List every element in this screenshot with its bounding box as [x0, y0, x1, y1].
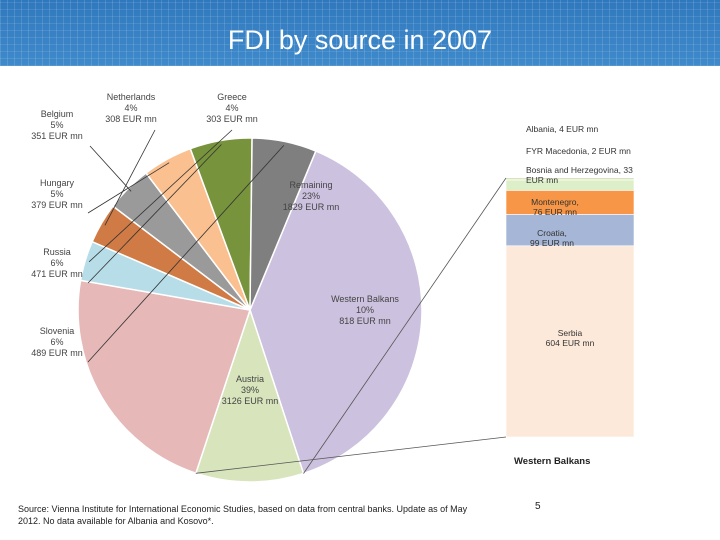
connector-top	[303, 177, 507, 474]
pie-label-netherlands: Netherlands 4% 308 EUR mn	[105, 92, 157, 124]
leader-line-hungary	[87, 162, 170, 214]
leader-line-belgium	[89, 145, 132, 192]
pie-label-remaining: Remaining 23% 1829 EUR mn	[283, 180, 340, 212]
source-note: Source: Vienna Institute for Internation…	[18, 504, 468, 526]
pie-label-russia: Russia 6% 471 EUR mn	[31, 247, 83, 279]
pie-slice-austria	[249, 150, 423, 475]
pie-slice-remaining	[77, 279, 251, 475]
leader-line-netherlands	[104, 129, 156, 226]
page-number: 5	[535, 501, 541, 512]
bar-label-fyr-macedonia: FYR Macedonia, 2 EUR mn	[526, 146, 631, 156]
pie-slice-slovenia	[249, 137, 317, 311]
pie-label-western-balkans: Western Balkans 10% 818 EUR mn	[331, 294, 399, 326]
pie-label-austria: Austria 39% 3126 EUR mn	[222, 374, 279, 406]
bar-label-serbia: Serbia 604 EUR mn	[546, 328, 595, 348]
pie-label-greece: Greece 4% 303 EUR mn	[206, 92, 258, 124]
pie-label-belgium: Belgium 5% 351 EUR mn	[31, 109, 83, 141]
leader-line-greece	[88, 129, 233, 263]
bar-segment-serbia	[505, 245, 635, 438]
pie-slice-western-balkans	[194, 307, 305, 483]
bar-chart-title: Western Balkans	[514, 456, 590, 467]
slide-title: FDI by source in 2007	[227, 25, 493, 55]
pie-label-slovenia: Slovenia 6% 489 EUR mn	[31, 326, 83, 358]
bar-segment-montenegro	[505, 190, 635, 215]
pie-label-hungary: Hungary 5% 379 EUR mn	[31, 178, 83, 210]
bar-label-bosnia-and-herzegovina: Bosnia and Herzegovina, 33 EUR mn	[526, 165, 633, 185]
leader-line-slovenia	[87, 145, 285, 363]
bar-label-montenegro: Montenegro, 76 EUR mn	[531, 197, 579, 217]
header-band	[0, 0, 720, 66]
bar-label-croatia: Croatia, 99 EUR mn	[530, 228, 574, 248]
bar-label-albania: Albania, 4 EUR mn	[526, 124, 599, 134]
leader-line-russia	[87, 144, 222, 284]
connector-bottom	[195, 436, 507, 474]
